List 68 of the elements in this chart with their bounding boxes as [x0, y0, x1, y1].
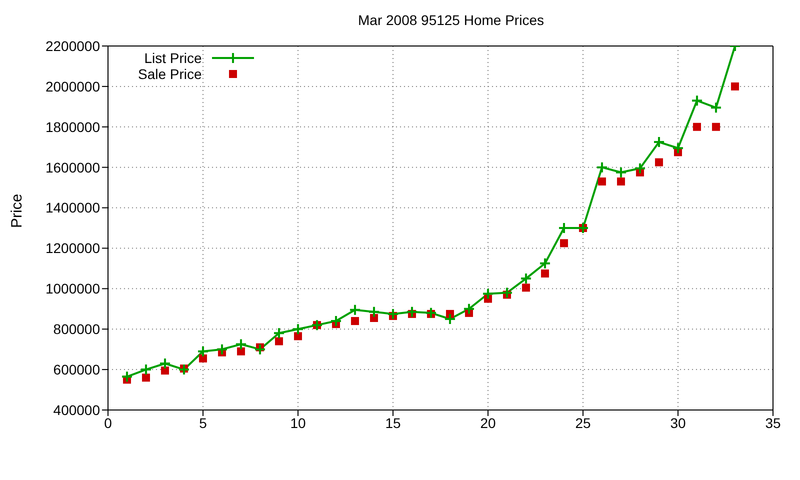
y-axis-title: Price: [8, 194, 26, 228]
y-tick-label: 600000: [53, 362, 100, 378]
point: [121, 370, 133, 383]
point: [370, 314, 378, 322]
point: [425, 306, 437, 319]
y-tick-label: 800000: [53, 321, 100, 338]
point: [368, 306, 380, 318]
point: [598, 177, 606, 186]
point: [349, 304, 361, 316]
y-tick-label: 1800000: [45, 118, 100, 135]
y-tick-label: 2200000: [45, 38, 100, 54]
point: [731, 82, 739, 90]
point: [159, 357, 171, 370]
x-tick-label: 20: [480, 414, 496, 431]
point: [387, 308, 399, 320]
x-tick-label: 5: [199, 414, 208, 431]
point: [539, 257, 551, 270]
chart-title: Mar 2008 95125 Home Prices: [357, 12, 545, 28]
point: [140, 364, 152, 376]
point: [617, 177, 625, 186]
point: [463, 302, 475, 315]
y-tick-label: 1600000: [45, 159, 100, 176]
point: [710, 102, 722, 114]
y-tick-label: 2000000: [45, 78, 100, 94]
x-tick-label: 35: [765, 414, 781, 431]
point: [178, 364, 190, 376]
point: [216, 343, 228, 356]
point: [520, 272, 532, 285]
point: [560, 239, 568, 248]
x-tick-label: 10: [290, 414, 306, 431]
point: [273, 327, 285, 340]
y-tick-label: 400000: [53, 402, 100, 418]
point: [712, 122, 720, 131]
point: [237, 347, 245, 356]
point: [596, 161, 608, 174]
point: [294, 332, 302, 340]
point: [351, 317, 359, 326]
point: [254, 343, 266, 356]
x-tick-label: 0: [104, 414, 112, 431]
y-tick-label: 1400000: [45, 200, 100, 216]
point: [541, 270, 549, 278]
point: [501, 286, 513, 299]
point: [292, 323, 304, 336]
point: [235, 338, 247, 350]
point: [693, 122, 701, 131]
point: [161, 366, 169, 375]
point: [444, 313, 456, 325]
y-tick-label: 1000000: [45, 280, 100, 297]
point: [655, 158, 663, 166]
point: [615, 166, 627, 178]
x-tick-label: 25: [575, 414, 591, 431]
x-tick-label: 15: [385, 414, 401, 431]
point: [197, 345, 209, 358]
point: [199, 354, 207, 362]
point: [275, 337, 283, 346]
point: [482, 288, 494, 300]
legend-label: List Price: [144, 50, 202, 66]
point: [672, 142, 684, 154]
point: [522, 284, 530, 292]
point: [330, 315, 342, 328]
point: [653, 136, 665, 148]
point: [634, 162, 646, 174]
y-tick-label: 1200000: [45, 240, 100, 256]
x-tick-label: 30: [670, 414, 686, 431]
point: [142, 374, 150, 382]
legend-label: Sale Price: [138, 66, 202, 82]
point: [406, 306, 418, 318]
point: [691, 94, 703, 107]
